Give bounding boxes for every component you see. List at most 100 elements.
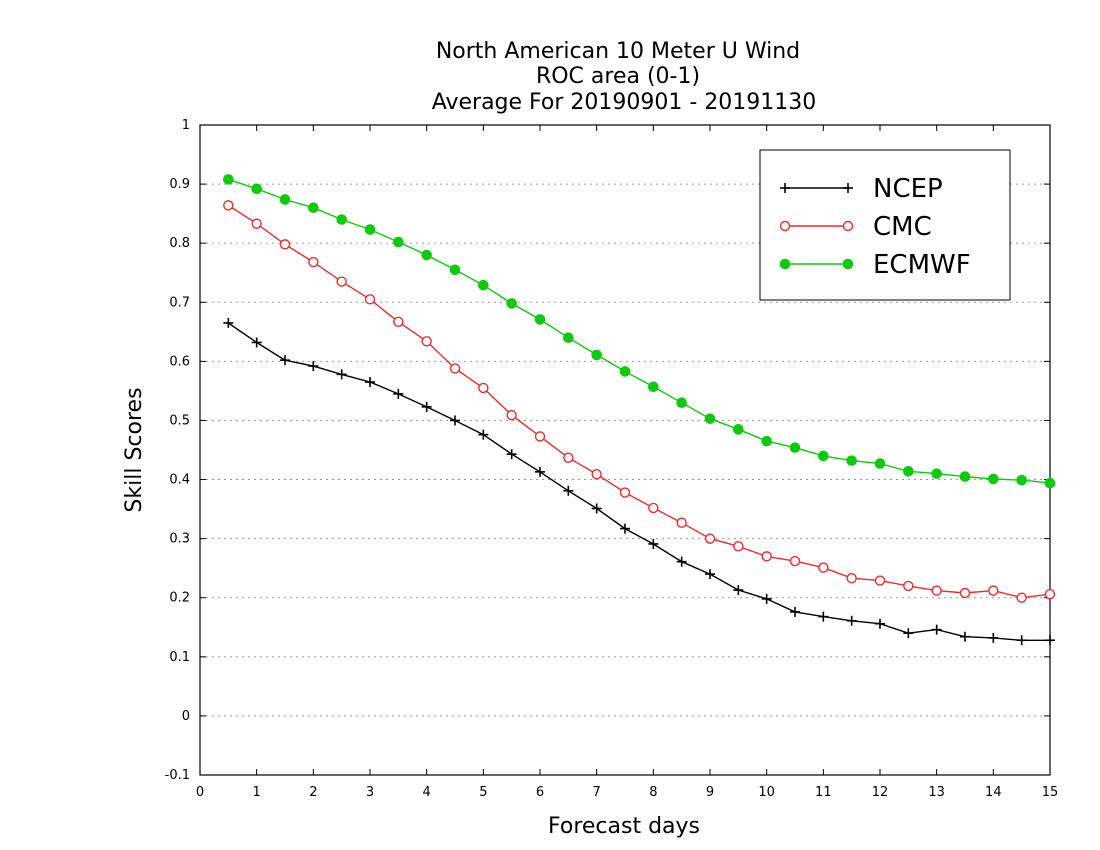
data-point-cmc — [449, 363, 461, 374]
data-point-ncep — [563, 485, 574, 496]
data-point-ncep — [506, 449, 517, 460]
data-point-cmc — [903, 580, 914, 592]
data-point-cmc — [874, 575, 886, 586]
x-tick-label: 13 — [928, 785, 945, 800]
legend-item-cmc: CMC — [779, 212, 932, 242]
data-point-ncep — [223, 317, 234, 328]
legend: NCEP CMC ECMWF — [759, 149, 1011, 301]
data-point-ecmwf — [449, 264, 461, 276]
chart-title-line-1: North American 10 Meter U Wind — [436, 39, 800, 64]
data-point-cmc — [761, 551, 772, 562]
data-point-ecmwf — [478, 279, 489, 291]
data-point-cmc — [1016, 592, 1027, 603]
data-point-cmc — [676, 517, 687, 528]
data-point-cmc — [789, 555, 801, 567]
legend-label: ECMWF — [873, 250, 971, 280]
data-point-cmc — [846, 573, 857, 584]
data-point-ncep — [280, 355, 290, 366]
series-cmc — [223, 200, 1056, 603]
y-tick-label: -0.1 — [165, 768, 190, 783]
data-point-ncep — [705, 569, 715, 580]
data-point-cmc — [308, 256, 319, 268]
data-point-ncep — [421, 401, 432, 412]
data-point-ncep — [875, 618, 885, 629]
data-point-ecmwf — [534, 314, 546, 325]
data-point-ecmwf — [364, 224, 376, 235]
x-tick-label: 10 — [758, 785, 775, 800]
y-tick-label: 0.9 — [169, 177, 190, 192]
data-point-ecmwf — [789, 442, 801, 453]
y-tick-label: 0.3 — [169, 532, 190, 547]
legend-item-ncep: NCEP — [780, 174, 943, 204]
data-point-ecmwf — [648, 381, 659, 393]
data-point-ecmwf — [988, 473, 999, 485]
data-point-ecmwf — [421, 249, 432, 261]
data-point-ecmwf — [676, 397, 687, 409]
legend-marker — [842, 258, 854, 270]
y-tick-label: 0.5 — [169, 413, 190, 428]
legend-marker — [842, 220, 854, 232]
data-point-cmc — [478, 382, 489, 394]
x-tick-label: 8 — [649, 785, 657, 800]
x-tick-label: 4 — [423, 785, 431, 800]
data-point-ecmwf — [846, 455, 857, 466]
data-point-cmc — [818, 562, 829, 573]
legend-box — [759, 149, 1011, 301]
data-point-cmc — [648, 502, 659, 514]
data-point-cmc — [619, 487, 631, 498]
data-point-cmc — [336, 276, 347, 287]
legend-item-ecmwf: ECMWF — [779, 250, 971, 280]
axes: -0.100.10.20.30.40.50.60.70.80.910 1 2 3 4 5 6… — [165, 118, 1059, 800]
data-point-cmc — [704, 533, 716, 544]
data-point-ecmwf — [393, 236, 404, 248]
data-point-ecmwf — [959, 471, 971, 482]
y-axis-title: Skill Scores — [122, 387, 147, 512]
legend-label: NCEP — [873, 174, 943, 204]
data-point-ecmwf — [704, 413, 716, 424]
plot-frame — [199, 124, 1051, 776]
data-point-ncep — [535, 466, 545, 477]
data-point-ncep — [903, 628, 914, 639]
x-tick-label: 6 — [536, 785, 544, 800]
x-tick-label: 2 — [309, 785, 317, 800]
chart-title-line-2: ROC area (0-1) — [536, 64, 700, 89]
data-point-ecmwf — [619, 366, 631, 377]
data-point-cmc — [733, 541, 744, 552]
data-point-ecmwf — [931, 468, 942, 479]
data-point-cmc — [931, 585, 942, 596]
data-point-ecmwf — [251, 183, 262, 195]
legend-marker — [843, 183, 853, 193]
data-point-cmc — [988, 585, 999, 596]
x-tick-label: 3 — [366, 785, 374, 800]
y-tick-label: 1 — [182, 118, 190, 133]
series-ecmwf — [223, 174, 1056, 489]
data-point-cmc — [251, 218, 262, 229]
data-point-ecmwf — [563, 332, 574, 344]
x-tick-label: 9 — [706, 785, 714, 800]
data-point-cmc — [563, 452, 574, 463]
data-point-cmc — [506, 409, 517, 421]
data-point-ecmwf — [1044, 477, 1056, 489]
data-point-ncep — [676, 556, 687, 567]
data-point-ncep — [308, 361, 319, 372]
data-point-ecmwf — [733, 424, 744, 435]
y-tick-label: 0.6 — [169, 354, 190, 369]
x-tick-label: 1 — [253, 785, 261, 800]
data-point-ncep — [733, 585, 744, 596]
chart-title-line-3: Average For 20190901 - 20191130 — [432, 90, 817, 115]
data-point-ncep — [1045, 635, 1055, 646]
chart-title: North American 10 Meter U Wind ROC area … — [432, 39, 817, 115]
data-point-ncep — [620, 523, 630, 534]
data-point-ecmwf — [591, 349, 602, 361]
data-point-cmc — [364, 294, 376, 305]
data-point-ncep — [818, 611, 829, 622]
data-point-cmc — [1044, 588, 1056, 600]
data-point-ncep — [591, 503, 602, 514]
data-point-ncep — [931, 624, 942, 635]
data-point-ncep — [450, 415, 460, 426]
legend-marker — [779, 220, 791, 232]
series-ncep — [223, 317, 1055, 646]
data-point-cmc — [223, 200, 234, 211]
data-point-ecmwf — [761, 435, 772, 447]
